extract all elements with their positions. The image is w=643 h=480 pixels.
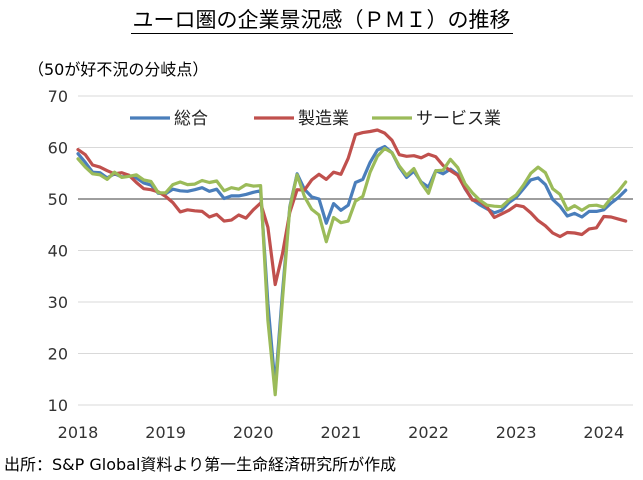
chart-title: ユーロ圏の企業景況感（ＰＭＩ）の推移 (0, 4, 643, 34)
chart-title-text: ユーロ圏の企業景況感（ＰＭＩ）の推移 (130, 8, 513, 34)
y-tick-50: 50 (48, 190, 68, 209)
x-tick-2018: 2018 (58, 423, 99, 442)
legend-label-1: 総合 (174, 109, 208, 129)
x-tick-2020: 2020 (233, 423, 274, 442)
x-tick-2021: 2021 (321, 423, 362, 442)
x-tick-labels: 2018 2019 2020 2021 2022 2023 2024 (58, 423, 625, 442)
y-axis-note: （50が好不況の分岐点） (28, 60, 209, 79)
x-tick-2024: 2024 (583, 423, 624, 442)
grid-lines (78, 95, 633, 406)
legend-label-3: サービス業 (416, 109, 501, 129)
source-note: 出所：S&P Global資料より第一生命経済研究所が作成 (4, 455, 397, 474)
y-tick-60: 60 (48, 139, 68, 158)
y-tick-30: 30 (48, 293, 68, 312)
legend: 総合 製造業 サービス業 (130, 109, 501, 129)
legend-label-2: 製造業 (298, 109, 349, 129)
x-tick-2022: 2022 (408, 423, 449, 442)
x-tick-2019: 2019 (145, 423, 186, 442)
y-tick-40: 40 (48, 242, 68, 261)
y-tick-20: 20 (48, 345, 68, 364)
series-line-2 (76, 128, 628, 287)
series-line-1 (76, 144, 628, 389)
series-lines (76, 128, 628, 397)
y-tick-10: 10 (48, 396, 68, 415)
x-tick-2023: 2023 (496, 423, 537, 442)
series-line-3 (76, 146, 628, 397)
y-tick-labels: 10 20 30 40 50 60 70 (48, 87, 68, 415)
y-tick-70: 70 (48, 87, 68, 106)
